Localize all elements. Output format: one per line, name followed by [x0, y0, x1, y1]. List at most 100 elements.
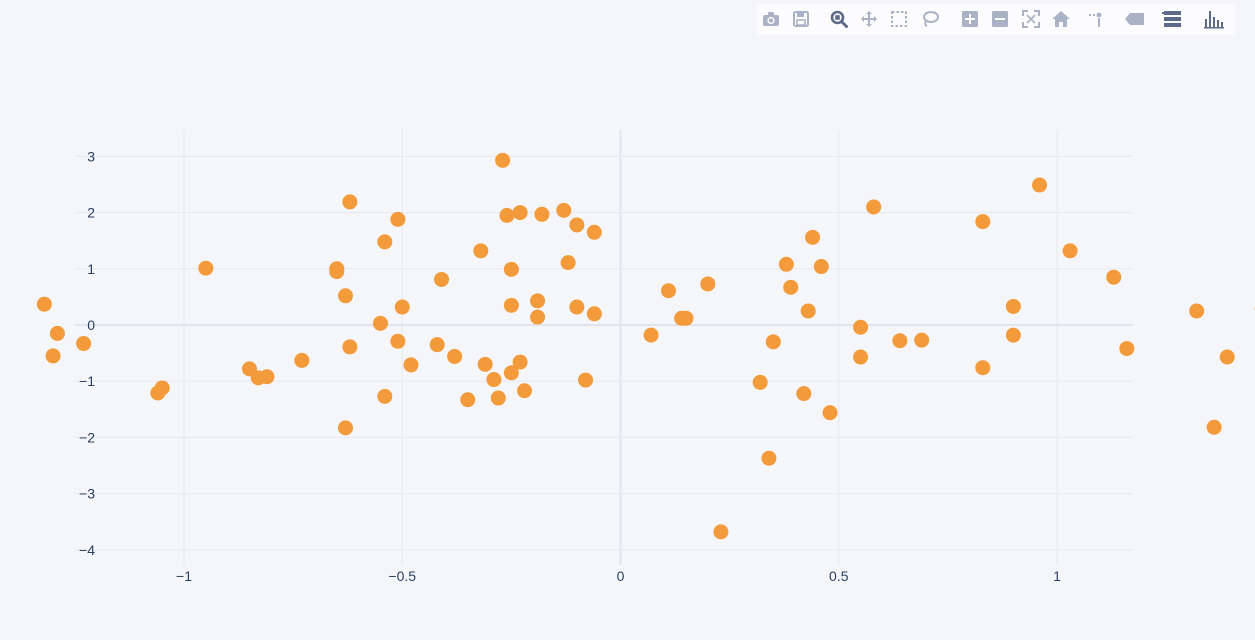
data-point[interactable] [503, 365, 519, 381]
data-point[interactable] [1032, 177, 1048, 193]
lasso-select-icon[interactable] [920, 9, 940, 29]
data-point[interactable] [1062, 243, 1078, 259]
data-point[interactable] [569, 299, 585, 315]
data-point[interactable] [377, 388, 393, 404]
data-point[interactable] [342, 339, 358, 355]
data-point[interactable] [512, 205, 528, 221]
data-point[interactable] [377, 234, 393, 250]
data-point[interactable] [853, 349, 869, 365]
data-point[interactable] [556, 202, 572, 218]
data-point[interactable] [1119, 341, 1135, 357]
home-icon[interactable] [1051, 9, 1071, 29]
spike-lines-icon[interactable] [1086, 9, 1106, 29]
data-point[interactable] [447, 348, 463, 364]
data-point[interactable] [434, 271, 450, 287]
data-point[interactable] [678, 310, 694, 326]
data-point[interactable] [800, 303, 816, 319]
x-tick-label: −0.5 [388, 568, 416, 584]
data-point[interactable] [338, 420, 354, 436]
data-point[interactable] [661, 283, 677, 299]
data-point[interactable] [975, 214, 991, 230]
data-point[interactable] [403, 357, 419, 373]
data-point[interactable] [1219, 349, 1235, 365]
y-tick-label: 0 [87, 317, 95, 333]
data-point[interactable] [813, 259, 829, 275]
data-points[interactable] [0, 152, 1255, 540]
data-point[interactable] [1189, 303, 1205, 319]
data-point[interactable] [805, 229, 821, 245]
data-point[interactable] [1206, 419, 1222, 435]
data-point[interactable] [866, 199, 882, 215]
data-point[interactable] [530, 293, 546, 309]
data-point[interactable] [49, 325, 65, 341]
data-point[interactable] [477, 356, 493, 372]
save-icon[interactable] [791, 9, 811, 29]
data-point[interactable] [36, 296, 52, 312]
data-point[interactable] [460, 392, 476, 408]
y-tick-label: −4 [79, 542, 95, 558]
data-point[interactable] [486, 372, 502, 388]
y-tick-label: −3 [79, 486, 95, 502]
data-point[interactable] [338, 288, 354, 304]
data-point[interactable] [198, 260, 214, 276]
data-point[interactable] [914, 332, 930, 348]
data-point[interactable] [578, 372, 594, 388]
zoom-icon[interactable] [829, 9, 849, 29]
box-select-icon[interactable] [889, 9, 909, 29]
data-point[interactable] [1106, 269, 1122, 285]
data-point[interactable] [372, 315, 388, 331]
plotly-logo-icon[interactable] [1204, 9, 1224, 29]
data-point[interactable] [154, 380, 170, 396]
data-point[interactable] [700, 276, 716, 292]
data-point[interactable] [294, 352, 310, 368]
hover-compare-icon[interactable] [1162, 9, 1182, 29]
data-point[interactable] [796, 386, 812, 402]
x-tick-label: 0 [617, 568, 625, 584]
data-point[interactable] [778, 256, 794, 272]
data-point[interactable] [342, 194, 358, 210]
data-point[interactable] [390, 211, 406, 227]
data-point[interactable] [45, 348, 61, 364]
data-point[interactable] [586, 224, 602, 240]
data-point[interactable] [503, 261, 519, 277]
y-tick-label: −2 [79, 429, 95, 445]
data-point[interactable] [822, 405, 838, 421]
data-point[interactable] [473, 243, 489, 259]
data-point[interactable] [530, 309, 546, 325]
data-point[interactable] [516, 383, 532, 399]
data-point[interactable] [499, 207, 515, 223]
data-point[interactable] [512, 354, 528, 370]
data-point[interactable] [560, 255, 576, 271]
pan-icon[interactable] [859, 9, 879, 29]
x-tick-label: 0.5 [829, 568, 849, 584]
data-point[interactable] [752, 374, 768, 390]
data-point[interactable] [783, 279, 799, 295]
data-point[interactable] [765, 334, 781, 350]
data-point[interactable] [892, 333, 908, 349]
hover-closest-icon[interactable] [1124, 9, 1144, 29]
data-point[interactable] [586, 306, 602, 322]
data-point[interactable] [534, 206, 550, 222]
data-point[interactable] [761, 450, 777, 466]
data-point[interactable] [713, 524, 729, 540]
camera-icon[interactable] [761, 9, 781, 29]
data-point[interactable] [495, 152, 511, 168]
data-point[interactable] [975, 360, 991, 376]
data-point[interactable] [643, 327, 659, 343]
autoscale-icon[interactable] [1021, 9, 1041, 29]
data-point[interactable] [390, 333, 406, 349]
data-point[interactable] [429, 337, 445, 353]
zoom-in-icon[interactable] [960, 9, 980, 29]
data-point[interactable] [569, 217, 585, 233]
data-point[interactable] [853, 319, 869, 335]
data-point[interactable] [1005, 327, 1021, 343]
data-point[interactable] [490, 390, 506, 406]
data-point[interactable] [259, 369, 275, 385]
data-point[interactable] [329, 264, 345, 280]
data-point[interactable] [1005, 298, 1021, 314]
zoom-out-icon[interactable] [990, 9, 1010, 29]
data-point[interactable] [76, 336, 92, 352]
data-point[interactable] [394, 299, 410, 315]
data-point[interactable] [503, 297, 519, 313]
